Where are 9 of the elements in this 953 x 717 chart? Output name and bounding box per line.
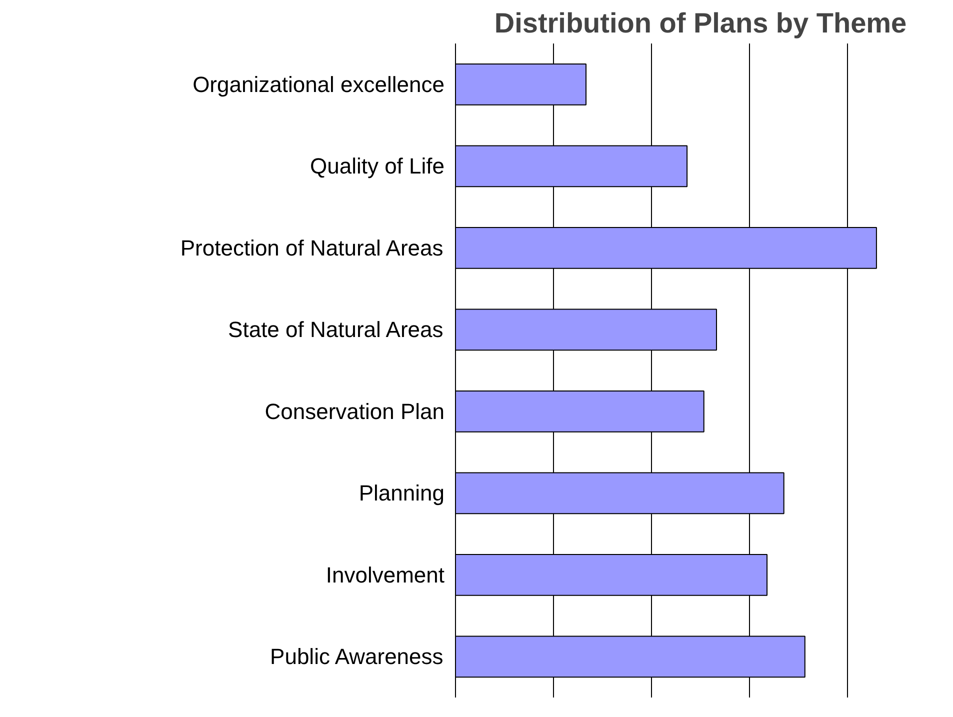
chart-title: Distribution of Plans by Theme <box>494 8 907 38</box>
y-tick-label: Planning <box>358 480 445 506</box>
y-tick-label: State of Natural Areas <box>228 317 444 342</box>
y-tick-label: Protection of Natural Areas <box>180 235 444 260</box>
y-tick-label: Public Awareness <box>270 644 444 670</box>
y-tick-label: Organizational excellence <box>192 72 445 97</box>
y-tick-label: Quality of Life <box>310 154 444 179</box>
y-tick-label: Involvement <box>326 562 445 588</box>
y-tick-label: Conservation Plan <box>264 398 445 424</box>
